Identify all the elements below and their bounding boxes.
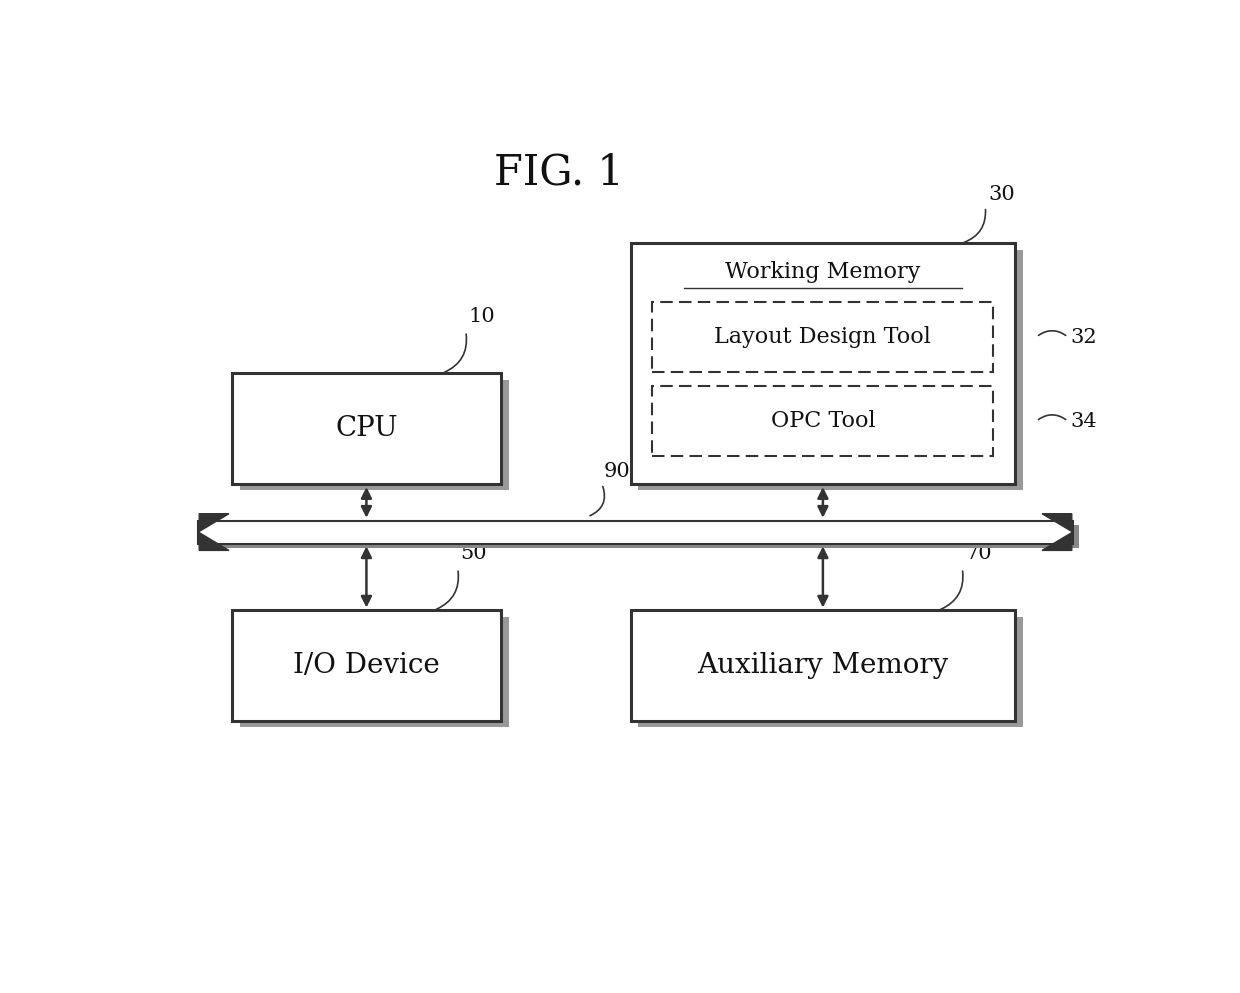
- Bar: [631, 611, 1016, 721]
- Text: 70: 70: [965, 544, 992, 563]
- Bar: [232, 611, 501, 721]
- FancyArrow shape: [198, 513, 229, 550]
- Bar: [652, 386, 993, 457]
- Text: 50: 50: [460, 544, 487, 563]
- Bar: [652, 302, 993, 372]
- Bar: [631, 243, 1016, 485]
- Text: Working Memory: Working Memory: [725, 261, 920, 283]
- Bar: [239, 617, 508, 728]
- Text: 34: 34: [1071, 412, 1097, 431]
- Text: 30: 30: [988, 185, 1014, 204]
- Text: OPC Tool: OPC Tool: [770, 410, 875, 432]
- Bar: [639, 617, 1023, 728]
- Text: I/O Device: I/O Device: [293, 652, 440, 679]
- Text: FIG. 1: FIG. 1: [494, 152, 624, 194]
- Bar: [639, 249, 1023, 491]
- Bar: [232, 373, 501, 485]
- Text: CPU: CPU: [335, 415, 398, 442]
- Text: Layout Design Tool: Layout Design Tool: [714, 326, 931, 349]
- Bar: [198, 520, 1073, 543]
- Bar: [239, 379, 508, 491]
- FancyArrow shape: [1042, 513, 1073, 550]
- Text: Auxiliary Memory: Auxiliary Memory: [697, 652, 949, 679]
- Text: 32: 32: [1071, 328, 1097, 347]
- Text: 90: 90: [604, 462, 630, 481]
- Text: 10: 10: [469, 307, 496, 326]
- Bar: [205, 525, 1079, 548]
